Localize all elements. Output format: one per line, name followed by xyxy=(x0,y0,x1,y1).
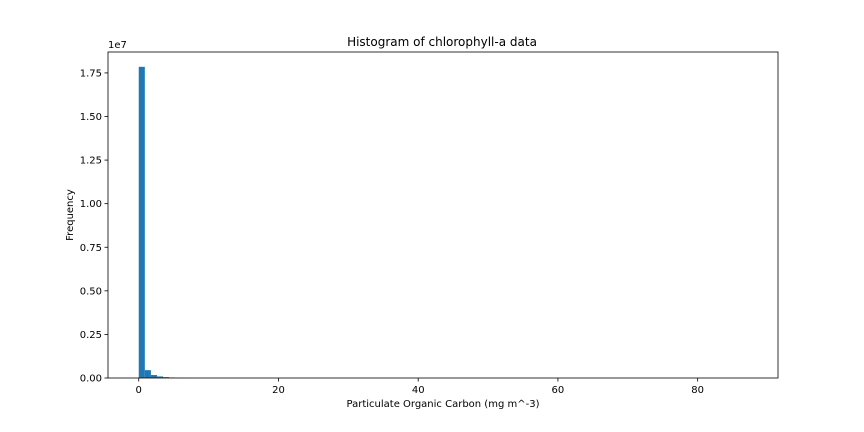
y-tick-label: 1.25 xyxy=(80,156,102,167)
x-tick-label: 60 xyxy=(552,385,565,396)
chart-title: Histogram of chlorophyll-a data xyxy=(347,35,537,49)
y-tick-label: 0.25 xyxy=(80,330,102,341)
x-tick-label: 20 xyxy=(272,385,285,396)
histogram-bar xyxy=(150,375,157,378)
histogram-bar xyxy=(156,376,164,378)
y-axis-offset-text: 1e7 xyxy=(108,40,127,51)
y-tick-label: 0.75 xyxy=(80,243,102,254)
y-axis-label: Frequency xyxy=(65,189,76,241)
y-tick-label: 1.50 xyxy=(80,112,102,123)
y-tick-label: 0.00 xyxy=(80,374,102,385)
x-axis-label: Particulate Organic Carbon (mg m^-3) xyxy=(347,399,540,410)
histogram-bar xyxy=(163,377,170,378)
histogram-bar xyxy=(138,66,145,378)
y-tick-label: 0.50 xyxy=(80,286,102,297)
x-tick-label: 80 xyxy=(691,385,704,396)
y-tick-label: 1.00 xyxy=(80,199,102,210)
y-tick-label: 1.75 xyxy=(80,68,102,79)
histogram-bar xyxy=(144,370,151,378)
x-axis-ticks: 0 20 40 60 80 xyxy=(136,378,704,396)
x-tick-label: 40 xyxy=(412,385,425,396)
plot-frame xyxy=(107,51,779,379)
x-tick-label: 0 xyxy=(136,385,142,396)
y-axis-ticks: 0.00 0.25 0.50 0.75 1.00 1.25 1.50 1.75 xyxy=(80,68,108,385)
